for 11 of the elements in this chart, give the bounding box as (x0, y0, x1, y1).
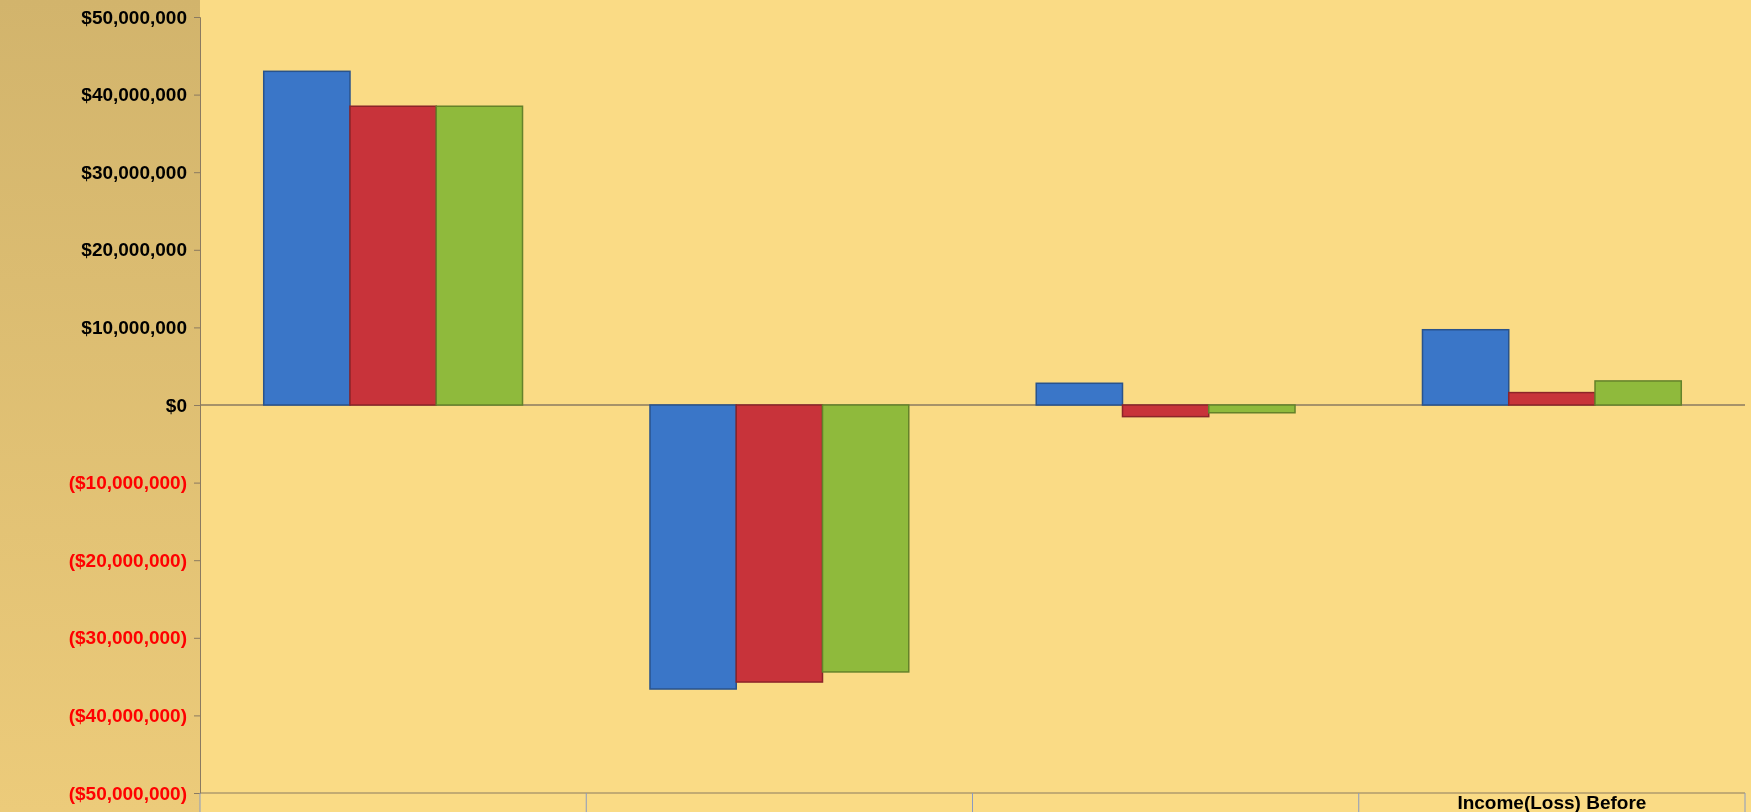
y-tick-label: ($40,000,000) (68, 704, 187, 726)
y-tick-label: ($50,000,000) (68, 782, 187, 804)
y-tick-label: $0 (165, 394, 187, 416)
y-tick-label: $10,000,000 (81, 316, 187, 338)
y-tick-label: ($30,000,000) (68, 627, 187, 649)
y-tick-label: ($10,000,000) (68, 472, 187, 494)
y-tick-label: $30,000,000 (81, 161, 187, 183)
y-tick-label: $50,000,000 (81, 6, 187, 28)
y-tick-label: $40,000,000 (81, 84, 187, 106)
y-tick-label: ($20,000,000) (68, 549, 187, 571)
y-tick-label: $20,000,000 (81, 239, 187, 261)
